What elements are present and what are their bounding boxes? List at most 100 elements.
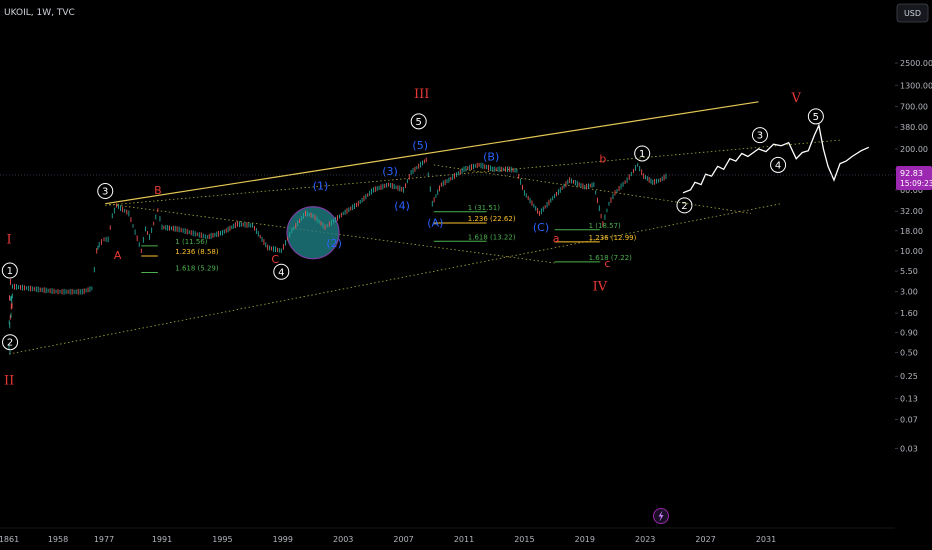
trend-line[interactable] — [105, 101, 759, 205]
projection-path — [682, 123, 870, 194]
wave-label[interactable]: 2 — [7, 338, 13, 349]
time-tick-label: 2007 — [393, 535, 413, 544]
last-price-badge: 92.83 15:09:23 — [896, 166, 932, 190]
wave-label[interactable]: 1 — [639, 149, 645, 160]
wave-label[interactable]: B — [154, 184, 162, 197]
wave-label[interactable]: IV — [593, 279, 608, 294]
price-tick-label: 1.60 — [900, 309, 918, 318]
wave-label[interactable]: b — [599, 153, 606, 166]
price-tick-label: 0.03 — [900, 444, 918, 453]
wave-label[interactable]: 5 — [813, 112, 819, 123]
fib-label: 1.236 (12.99) — [589, 234, 637, 242]
wave-label[interactable]: 2 — [681, 201, 687, 212]
time-tick-label: 2003 — [333, 535, 353, 544]
wave-label[interactable]: C — [271, 253, 279, 266]
time-tick-label: 2031 — [756, 535, 776, 544]
trend-line[interactable] — [105, 139, 842, 206]
last-price: 92.83 — [900, 169, 923, 178]
price-tick-label: 10.00 — [900, 247, 923, 256]
wave-label[interactable]: c — [604, 257, 610, 270]
price-tick-label: 700.00 — [900, 102, 928, 111]
fib-label: 1.236 (22.62) — [468, 215, 516, 223]
currency-button[interactable]: USD — [896, 3, 929, 23]
wave-label[interactable]: (2) — [326, 237, 342, 250]
wave-label[interactable]: (3) — [382, 165, 398, 178]
wave-label[interactable]: 3 — [757, 131, 763, 142]
wave-label[interactable]: a — [553, 232, 560, 245]
price-tick-label: 0.50 — [900, 349, 918, 358]
wave-label[interactable]: (A) — [427, 216, 443, 229]
wave-label[interactable]: II — [4, 374, 14, 389]
time-tick-label: 1999 — [273, 535, 293, 544]
wave-circle — [273, 263, 290, 280]
price-tick-label: 200.00 — [900, 145, 928, 154]
price-axis-panel[interactable] — [895, 0, 932, 550]
time-tick-label: 1977 — [94, 535, 114, 544]
wave-circle — [1, 262, 18, 279]
price-tick-label: 18.00 — [900, 227, 923, 236]
fib-label: 1.618 (13.22) — [468, 233, 516, 241]
wave-circle — [751, 127, 768, 144]
currency-label: USD — [904, 9, 921, 18]
wave-label[interactable]: I — [7, 232, 12, 247]
time-tick-label: 2023 — [635, 535, 655, 544]
lightning-icon[interactable] — [653, 508, 669, 524]
wave-label[interactable]: (C) — [533, 221, 549, 234]
price-tick-label: 380.00 — [900, 123, 928, 132]
wave-circle — [2, 334, 19, 351]
wave-label[interactable]: 4 — [278, 267, 284, 278]
trend-line[interactable] — [8, 203, 782, 355]
price-tick-label: 3.00 — [900, 288, 918, 297]
bar-countdown: 15:09:23 — [900, 179, 932, 188]
wave-circle — [410, 113, 427, 130]
wave-labels[interactable]: IIIIIIIVV1234512345ABCabc(1)(2)(3)(4)(5)… — [1, 87, 824, 389]
price-tick-label: 2500.00 — [900, 59, 932, 68]
wave-circle — [676, 197, 693, 214]
wave-label[interactable]: 4 — [775, 160, 781, 171]
wave-label[interactable]: 5 — [416, 117, 422, 128]
wave-label[interactable]: III — [414, 87, 429, 102]
time-tick-label: 1958 — [48, 535, 68, 544]
wave-label[interactable]: 3 — [102, 187, 108, 198]
time-tick-label: 1991 — [152, 535, 172, 544]
time-tick-label: 2011 — [454, 535, 474, 544]
time-tick-label: 2015 — [514, 535, 534, 544]
price-tick-label: 0.07 — [900, 416, 918, 425]
time-axis[interactable]: 1861 1958 1977 1991 1995 1999 2003 2007 2011 2015… — [0, 535, 776, 544]
symbol-label[interactable]: UKOIL, 1W, TVC — [4, 8, 75, 18]
channel-lines[interactable] — [8, 101, 842, 355]
price-tick-label: 5.50 — [900, 267, 918, 276]
price-tick-label: 0.13 — [900, 394, 918, 403]
fib-label: 1 (18.57) — [589, 222, 621, 230]
price-tick-label: 60.00 — [900, 186, 923, 195]
wave-label[interactable]: V — [791, 91, 802, 106]
wave-label[interactable]: (B) — [483, 151, 499, 164]
time-tick-label: 2027 — [695, 535, 715, 544]
wave-label[interactable]: 1 — [7, 266, 13, 277]
wave-circle — [807, 108, 824, 125]
price-tick-label: 0.90 — [900, 329, 918, 338]
wave-label[interactable]: A — [114, 249, 122, 262]
time-tick-label: 1995 — [212, 535, 232, 544]
fib-label: 1 (11.56) — [175, 238, 207, 246]
wave-circle — [97, 183, 114, 200]
wave-label[interactable]: (1) — [313, 180, 329, 193]
fib-label: 1.618 (5.29) — [175, 264, 219, 272]
fibonacci-levels[interactable]: 1 (11.56) 1.236 (8.58) 1.618 (5.29) 1 (31.5… — [141, 204, 637, 273]
fib-label: 1.236 (8.58) — [175, 248, 219, 256]
price-tick-label: 1300.00 — [900, 81, 932, 90]
wave-circle — [634, 145, 651, 162]
time-tick-label: 1861 — [0, 535, 19, 544]
fib-label: 1 (31.51) — [468, 204, 500, 212]
fib-label: 1.618 (7.22) — [589, 254, 633, 262]
wave-label[interactable]: (5) — [412, 139, 428, 152]
time-tick-label: 2019 — [575, 535, 595, 544]
price-tick-label: 0.25 — [900, 372, 918, 381]
wave-label[interactable]: (4) — [394, 199, 410, 212]
wave-circle — [770, 156, 787, 173]
trend-line[interactable] — [433, 164, 751, 214]
price-tick-label: 32.00 — [900, 207, 923, 216]
